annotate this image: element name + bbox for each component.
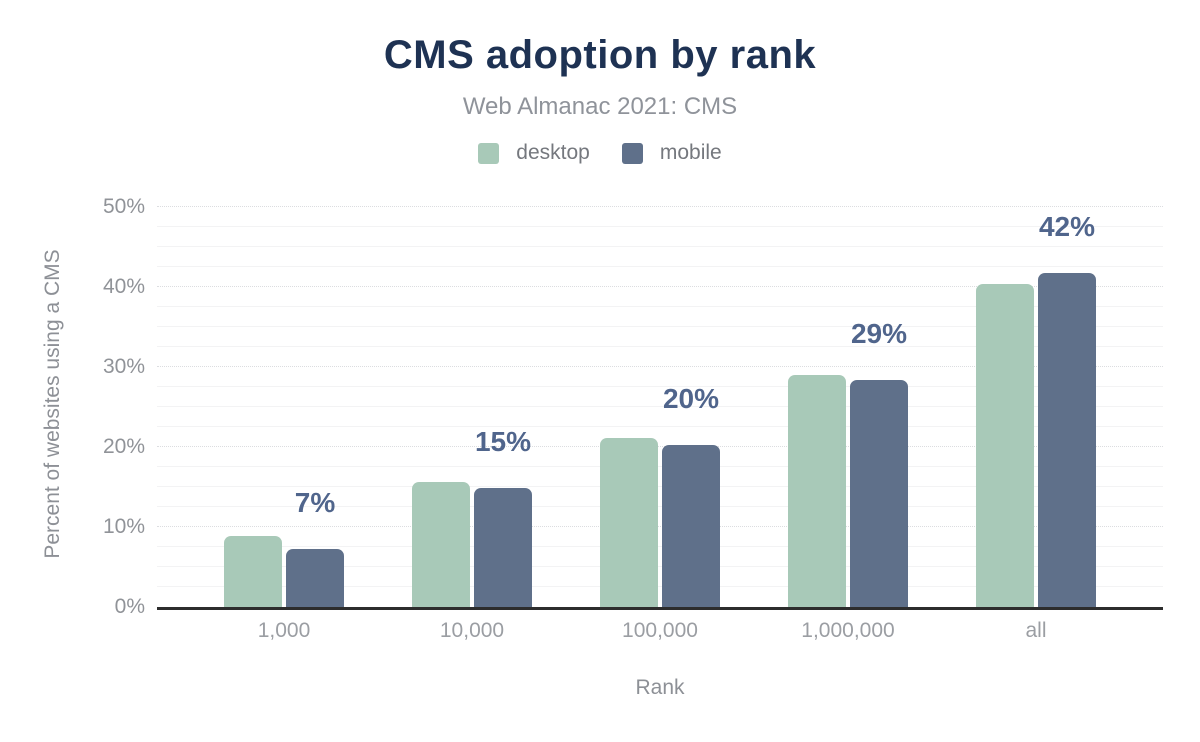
y-tick-label: 0% — [114, 595, 145, 618]
chart-title: CMS adoption by rank — [383, 33, 817, 77]
minor-gridline — [157, 386, 1163, 387]
minor-gridline — [157, 246, 1163, 247]
desktop-bar — [224, 536, 282, 607]
x-tick-label: 1,000,000 — [801, 619, 895, 642]
mobile-bar — [474, 488, 532, 607]
minor-gridline — [157, 326, 1163, 327]
desktop-bar — [412, 482, 470, 607]
y-tick-label: 50% — [102, 195, 145, 218]
minor-gridline — [157, 506, 1163, 507]
bar-group-10000: 15% — [378, 207, 566, 607]
legend: desktop mobile — [0, 141, 1200, 165]
minor-gridline — [157, 226, 1163, 227]
bar-group-all: 42% — [942, 207, 1130, 607]
minor-gridline — [157, 266, 1163, 267]
mobile-swatch-icon — [621, 142, 643, 164]
legend-item-desktop: desktop — [478, 141, 590, 165]
y-tick-label: 30% — [102, 355, 145, 378]
data-label: 29% — [850, 318, 908, 349]
desktop-bar — [976, 284, 1034, 607]
data-label: 20% — [662, 383, 720, 414]
major-gridline — [157, 526, 1163, 527]
data-label: 42% — [1038, 211, 1096, 242]
major-gridline — [157, 286, 1163, 287]
mobile-bar — [850, 380, 908, 607]
data-label: 15% — [474, 426, 532, 457]
chart-subtitle: Web Almanac 2021: CMS — [462, 93, 738, 120]
x-axis-tick-labels: 1,000 10,000 100,000 1,000,000 all — [157, 619, 1163, 647]
mobile-bar — [286, 549, 344, 607]
minor-gridline — [157, 566, 1163, 567]
desktop-swatch-icon — [478, 142, 500, 164]
minor-gridline — [157, 546, 1163, 547]
bar-group-1000: 7% — [190, 207, 378, 607]
desktop-bar — [788, 375, 846, 607]
major-gridline — [157, 206, 1163, 207]
bar-group-100000: 20% — [566, 207, 754, 607]
bar-group-1000000: 29% — [754, 207, 942, 607]
major-gridline — [157, 366, 1163, 367]
minor-gridline — [157, 346, 1163, 347]
minor-gridline — [157, 426, 1163, 427]
minor-gridline — [157, 466, 1163, 467]
mobile-bar — [1038, 273, 1096, 607]
x-tick-label: 10,000 — [439, 619, 505, 642]
legend-item-mobile: mobile — [621, 141, 722, 165]
bar-groups: 7% 15% 20% 29% 42% — [190, 207, 1130, 607]
plot-area: 7% 15% 20% 29% 42% — [157, 206, 1163, 610]
legend-label-mobile: mobile — [659, 141, 722, 164]
x-tick-label: 1,000 — [257, 619, 311, 642]
minor-gridline — [157, 406, 1163, 407]
mobile-bar — [662, 445, 720, 607]
data-label: 7% — [294, 487, 336, 518]
y-tick-label: 20% — [102, 435, 145, 458]
minor-gridline — [157, 306, 1163, 307]
major-gridline — [157, 446, 1163, 447]
legend-label-desktop: desktop — [516, 141, 590, 164]
x-tick-label: all — [1025, 619, 1047, 642]
y-tick-label: 10% — [102, 515, 145, 538]
y-tick-label: 40% — [102, 275, 145, 298]
x-axis-title: Rank — [635, 676, 685, 699]
minor-gridline — [157, 586, 1163, 587]
desktop-bar — [600, 438, 658, 607]
minor-gridline — [157, 486, 1163, 487]
x-tick-label: 100,000 — [622, 619, 698, 642]
y-axis-tick-labels: 0% 10% 20% 30% 40% 50% — [60, 195, 145, 618]
